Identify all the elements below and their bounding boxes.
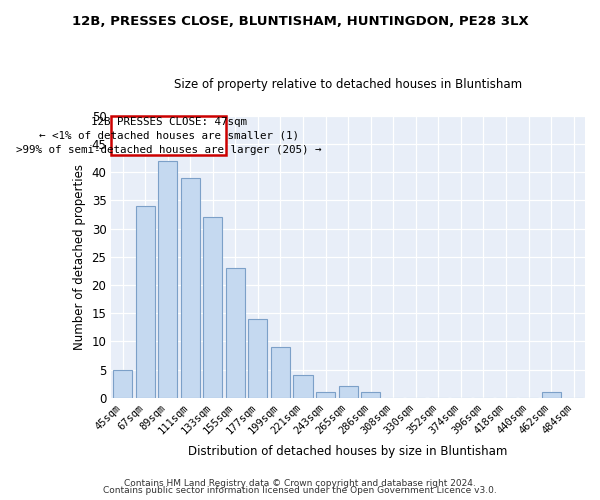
Text: 12B PRESSES CLOSE: 47sqm
← <1% of detached houses are smaller (1)
>99% of semi-d: 12B PRESSES CLOSE: 47sqm ← <1% of detach…: [16, 116, 322, 154]
Bar: [361, 392, 380, 398]
Bar: [271, 347, 290, 398]
Y-axis label: Number of detached properties: Number of detached properties: [73, 164, 86, 350]
Bar: [181, 178, 200, 398]
Bar: [338, 386, 358, 398]
Bar: [203, 218, 223, 398]
Bar: [226, 268, 245, 398]
Text: 12B, PRESSES CLOSE, BLUNTISHAM, HUNTINGDON, PE28 3LX: 12B, PRESSES CLOSE, BLUNTISHAM, HUNTINGD…: [71, 15, 529, 28]
Bar: [248, 319, 268, 398]
Title: Size of property relative to detached houses in Bluntisham: Size of property relative to detached ho…: [174, 78, 522, 91]
Bar: [293, 375, 313, 398]
Bar: [136, 206, 155, 398]
FancyBboxPatch shape: [111, 116, 226, 155]
Text: Contains HM Land Registry data © Crown copyright and database right 2024.: Contains HM Land Registry data © Crown c…: [124, 478, 476, 488]
Text: Contains public sector information licensed under the Open Government Licence v3: Contains public sector information licen…: [103, 486, 497, 495]
Bar: [542, 392, 561, 398]
Bar: [158, 161, 177, 398]
Bar: [316, 392, 335, 398]
Bar: [113, 370, 132, 398]
X-axis label: Distribution of detached houses by size in Bluntisham: Distribution of detached houses by size …: [188, 444, 508, 458]
